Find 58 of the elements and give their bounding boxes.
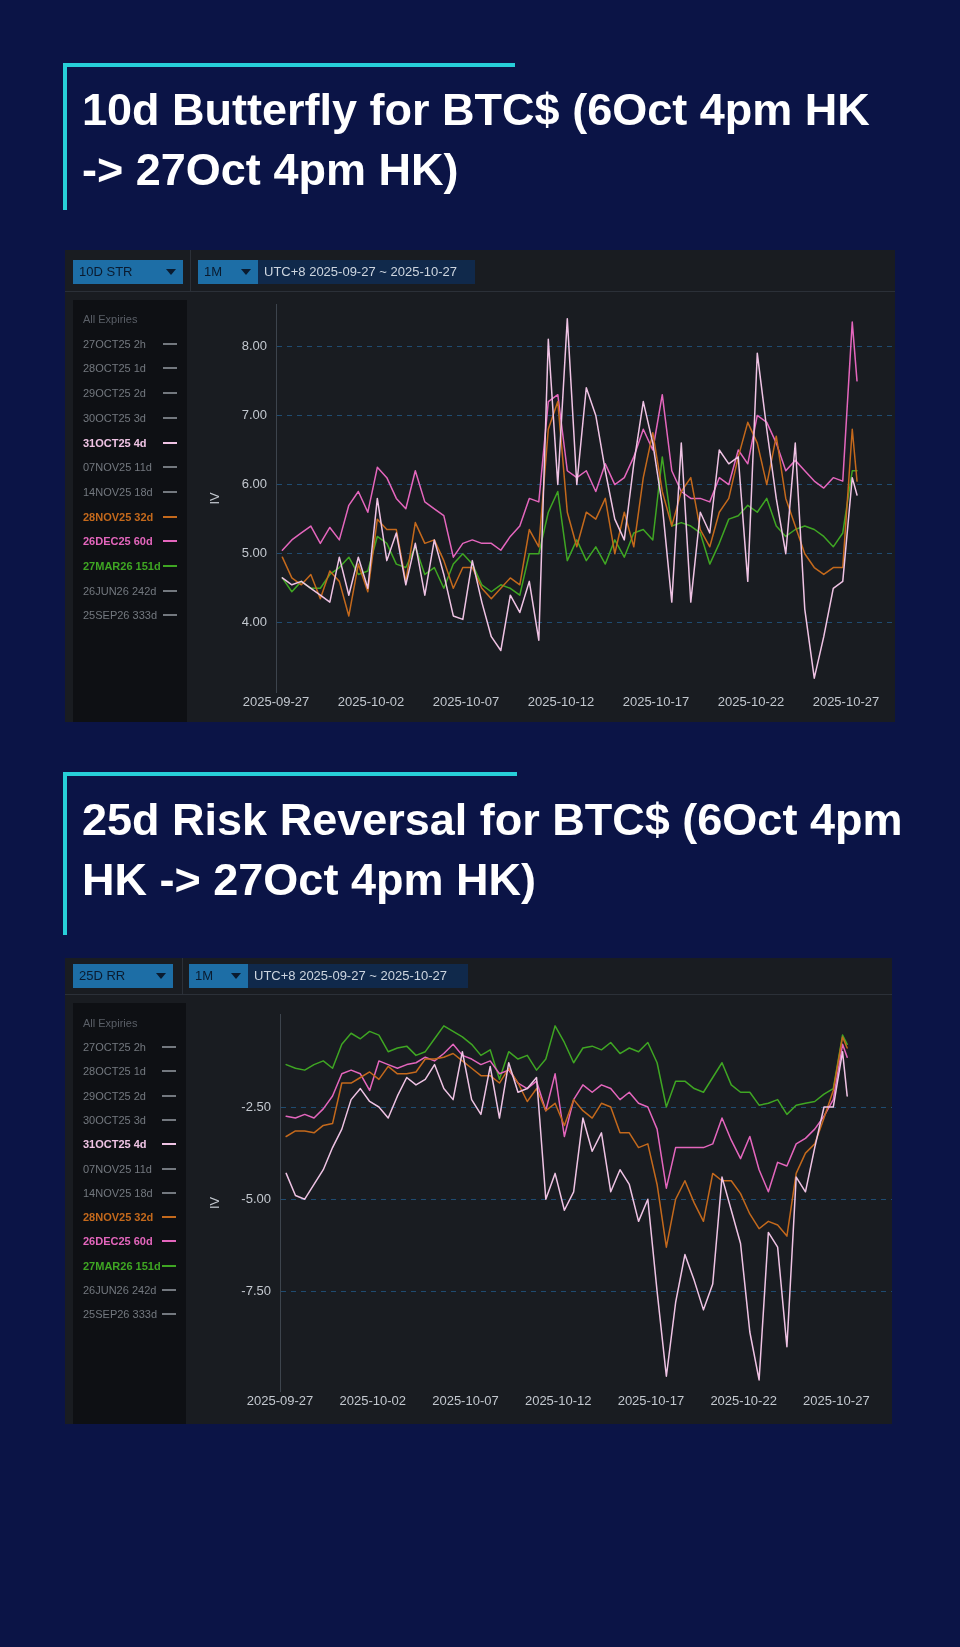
legend-label: 14NOV25 18d [83, 484, 153, 499]
legend-label: 07NOV25 11d [83, 460, 152, 475]
x-tick-label: 2025-10-02 [337, 694, 405, 710]
x-tick-label: 2025-09-27 [246, 1393, 314, 1409]
legend-label: 28OCT25 1d [83, 1064, 146, 1079]
x-tick-label: 2025-10-17 [617, 1393, 685, 1409]
x-tick-label: 2025-10-22 [717, 694, 785, 710]
x-tick-label: 2025-10-07 [432, 1393, 499, 1409]
legend-label: 28NOV25 32d [83, 509, 154, 524]
legend-label: 28NOV25 32d [83, 1210, 154, 1225]
y-tick-label: -5.00 [241, 1190, 271, 1206]
legend-label: 28OCT25 1d [83, 361, 146, 376]
legend-label: 27OCT25 2h [83, 336, 146, 351]
x-tick-label: 2025-10-27 [803, 1393, 870, 1409]
y-tick-label: 4.00 [241, 614, 267, 630]
legend-label: 25SEP26 333d [83, 1307, 158, 1322]
legend-label: 07NOV25 11d [83, 1161, 152, 1176]
legend-label: 27OCT25 2h [83, 1040, 146, 1054]
x-tick-label: 2025-10-07 [432, 694, 500, 710]
x-tick-label: 2025-10-12 [527, 694, 595, 710]
legend-label: 30OCT25 3d [83, 410, 146, 425]
legend-label: 25SEP26 333d [83, 608, 158, 623]
x-tick-label: 2025-10-22 [710, 1393, 777, 1409]
dropdown-button: 25D RR [73, 964, 173, 988]
legend-label: 31OCT25 4d [83, 435, 147, 450]
legend-label: 27MAR26 151d [83, 1258, 161, 1273]
legend-label: 26JUN26 242d [83, 583, 157, 598]
legend-label: 27MAR26 151d [83, 559, 161, 573]
legend-title: All Expiries [83, 312, 138, 326]
x-tick-label: 2025-10-02 [339, 1393, 406, 1409]
dropdown-button: 10D STR [73, 260, 183, 284]
x-tick-label: 2025-10-12 [524, 1393, 592, 1409]
y-axis-title: IV [207, 491, 223, 505]
legend-label: 26JUN26 242d [83, 1283, 157, 1297]
legend-label: 26DEC25 60d [83, 534, 153, 549]
y-tick-label: 8.00 [241, 337, 267, 353]
x-tick-label: 2025-10-27 [812, 694, 880, 710]
y-tick-label: -2.50 [241, 1098, 271, 1114]
y-axis-title: IV [207, 1196, 223, 1210]
x-tick-label: 2025-10-17 [622, 694, 690, 710]
legend-label: 30OCT25 3d [83, 1112, 146, 1127]
y-tick-label: 5.00 [241, 545, 267, 561]
x-tick-label: 2025-09-27 [242, 694, 310, 710]
legend-title: All Expiries [83, 1015, 138, 1030]
legend-label: 29OCT25 2d [83, 1088, 146, 1103]
legend-label: 26DEC25 60d [83, 1234, 153, 1249]
legend-label: 29OCT25 2d [83, 386, 146, 401]
y-tick-label: 7.00 [241, 407, 267, 423]
chart-subtitle: UTC+8 2025-09-27 ~ 2025-10-27 [248, 964, 468, 988]
legend-label: 14NOV25 18d [83, 1185, 153, 1200]
chart-title: 10d Butterfly for BTC$ (6Oct 4pm HK -> 27Oct 4pm HK) [82, 84, 870, 195]
dropdown-button: 1M [189, 964, 248, 988]
legend-label: 31OCT25 4d [83, 1137, 147, 1152]
dropdown-button: 1M [198, 260, 258, 284]
chart-title: 25d Risk Reversal for BTC$ (6Oct 4pm HK -> 27Oct 4pm HK) [82, 794, 903, 905]
y-tick-label: -7.50 [241, 1283, 271, 1298]
chart-subtitle: UTC+8 2025-09-27 ~ 2025-10-27 [258, 260, 475, 284]
y-tick-label: 6.00 [241, 476, 267, 492]
